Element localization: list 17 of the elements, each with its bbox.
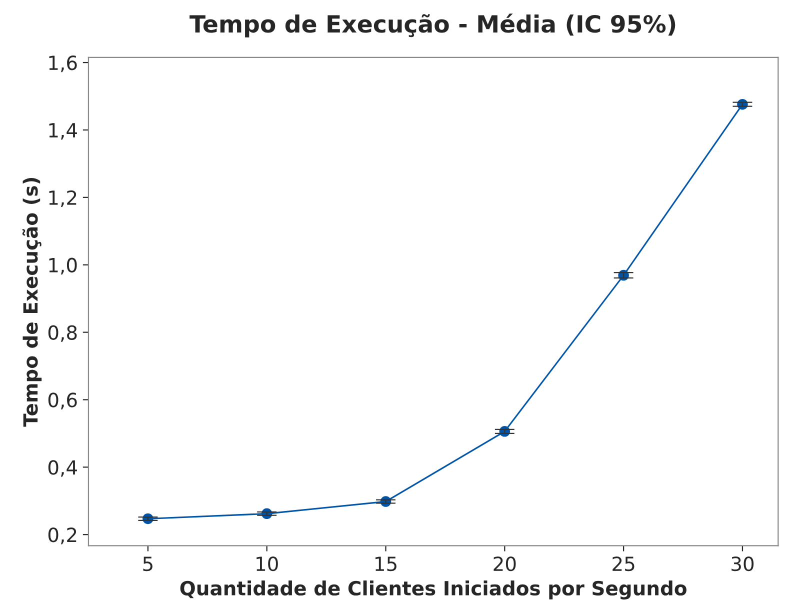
x-tick-label: 30	[732, 556, 754, 572]
chart-title: Tempo de Execução - Média (IC 95%)	[190, 14, 676, 38]
y-tick-label: 1,4	[49, 123, 77, 140]
y-tick-label: 0,8	[48, 325, 77, 342]
y-tick-label: 1,6	[49, 55, 77, 72]
y-tick-label: 0,4	[48, 460, 77, 477]
x-axis-title: Quantidade de Clientes Iniciados por Segundo	[180, 580, 686, 600]
y-tick-label: 1,2	[49, 190, 76, 208]
x-tick-label: 5	[143, 556, 152, 572]
y-tick-label: 1,0	[49, 258, 77, 274]
x-tick-label: 15	[376, 556, 396, 572]
y-tick-label: 0,2	[48, 528, 76, 544]
x-tick-label: 10	[256, 556, 278, 572]
x-tick-label: 25	[612, 556, 634, 572]
x-tick-label: 20	[494, 556, 516, 572]
y-tick-label: 0,6	[48, 392, 77, 410]
y-axis-title: Tempo de Execução (s)	[22, 178, 42, 427]
